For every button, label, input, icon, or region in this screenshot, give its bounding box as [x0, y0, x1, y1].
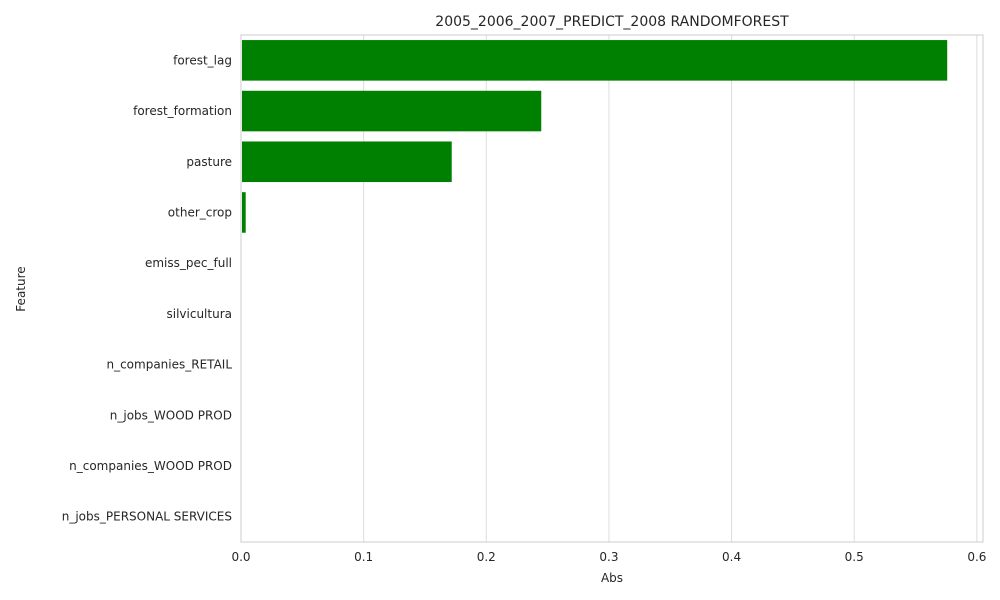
y-tick-label: pasture	[186, 155, 232, 169]
x-tick-label: 0.4	[722, 550, 741, 564]
x-tick-label: 0.3	[599, 550, 618, 564]
y-tick-label: n_jobs_PERSONAL SERVICES	[62, 510, 232, 524]
bar	[242, 90, 542, 132]
bars	[242, 40, 948, 233]
x-tick-label: 0.5	[845, 550, 864, 564]
bar	[242, 40, 948, 81]
y-tick-label: other_crop	[168, 205, 232, 219]
y-tick-label: n_jobs_WOOD PROD	[110, 408, 232, 422]
x-tick-label: 0.6	[967, 550, 986, 564]
chart-title: 2005_2006_2007_PREDICT_2008 RANDOMFOREST	[435, 14, 789, 30]
y-tick-label: silvicultura	[167, 307, 233, 321]
y-tick-label: n_companies_RETAIL	[106, 358, 232, 372]
y-tick-label: emiss_pec_full	[145, 256, 232, 270]
y-tick-label: n_companies_WOOD PROD	[69, 459, 232, 473]
x-tick-label: 0.0	[231, 550, 250, 564]
x-axis-label: Abs	[601, 571, 623, 585]
bar	[242, 192, 246, 233]
x-tick-labels: 0.0 0.1 0.2 0.3 0.4 0.5 0.6	[231, 550, 986, 564]
x-tick-label: 0.1	[354, 550, 373, 564]
y-tick-label: forest_lag	[173, 53, 232, 67]
y-axis-label: Feature	[14, 266, 28, 311]
plot-frame	[240, 34, 984, 543]
bar	[242, 141, 452, 183]
y-tick-label: forest_formation	[133, 104, 232, 118]
x-tick-label: 0.2	[477, 550, 496, 564]
